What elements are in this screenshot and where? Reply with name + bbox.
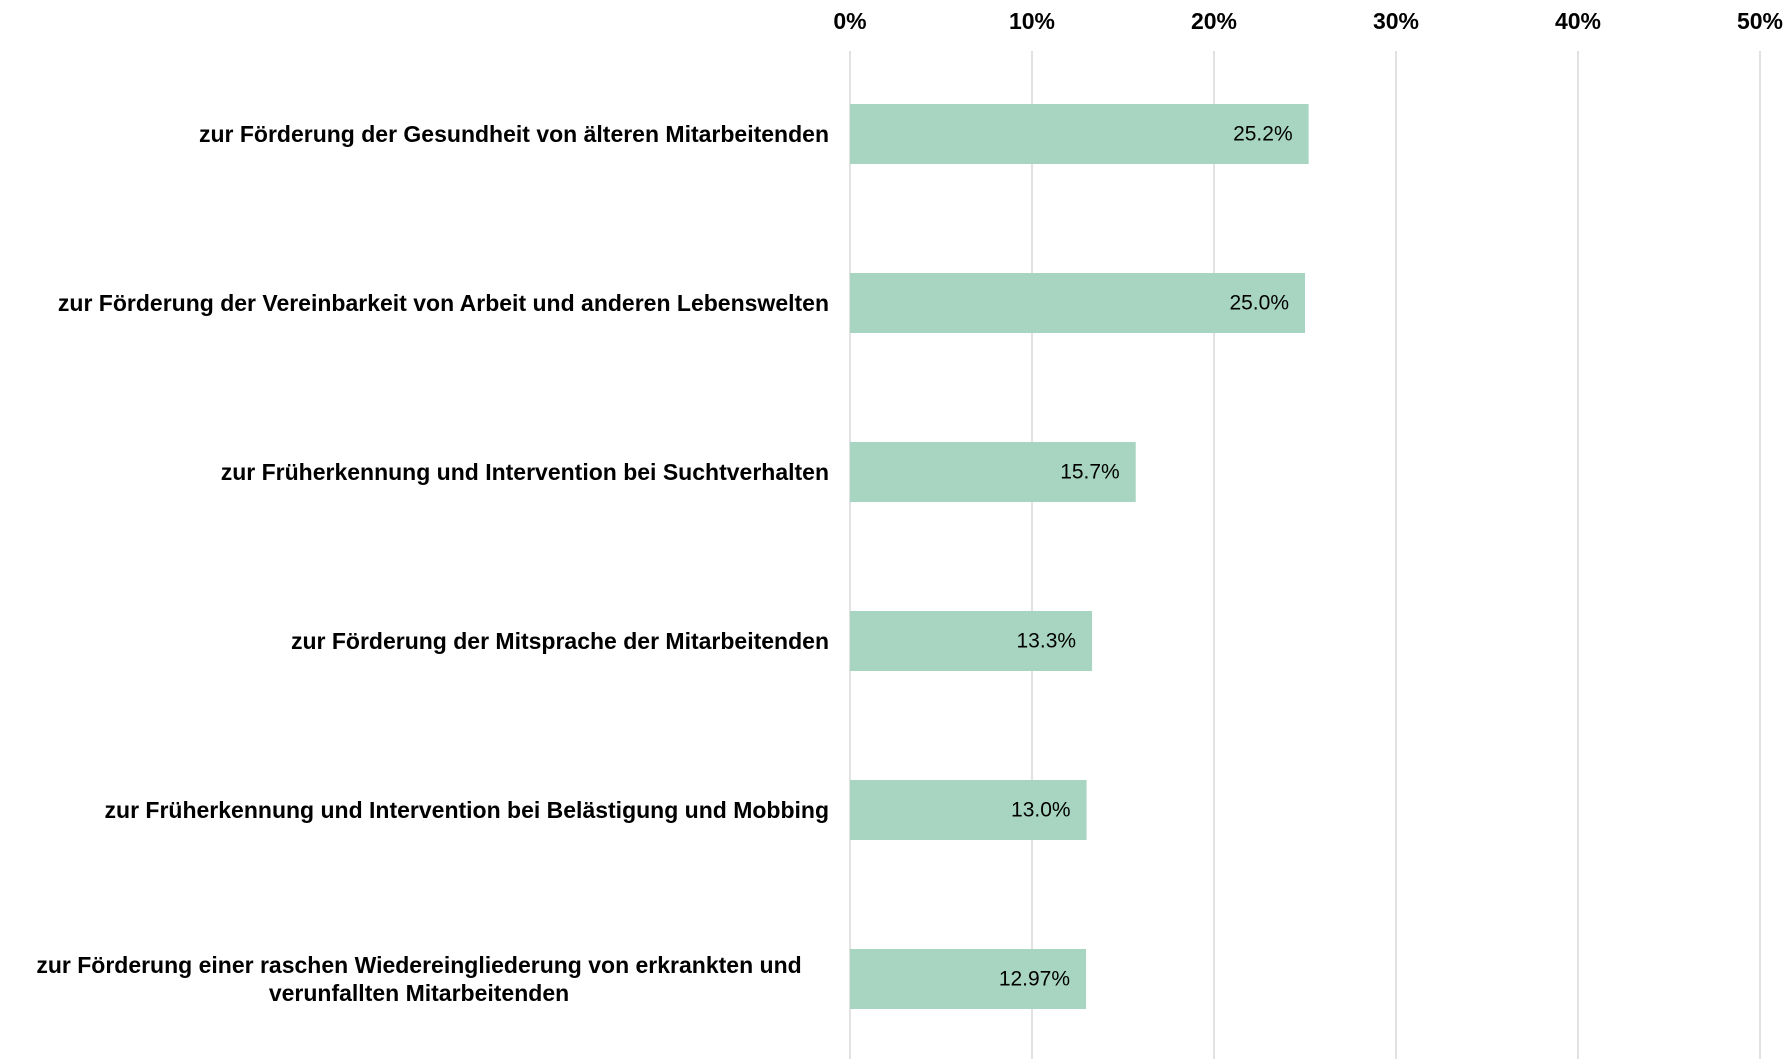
category-text: zur Früherkennung und Intervention bei B… <box>104 797 829 823</box>
value-label: 12.97% <box>999 968 1070 991</box>
category-text: zur Förderung der Vereinbarkeit von Arbe… <box>57 290 829 316</box>
category-label: zur Früherkennung und Intervention bei S… <box>9 432 829 512</box>
bar <box>850 104 1309 164</box>
category-text: zur Früherkennung und Intervention bei S… <box>220 459 829 485</box>
category-label: zur Förderung der Gesundheit von älteren… <box>9 94 829 174</box>
x-tick-label: 30% <box>1373 8 1419 34</box>
bar <box>850 611 1093 671</box>
x-tick-label: 0% <box>833 8 866 34</box>
category-text: zur Förderung der Mitsprache der Mitarbe… <box>290 628 829 654</box>
value-label: 13.0% <box>1011 799 1071 822</box>
value-label: 13.3% <box>1017 630 1077 653</box>
x-tick-label: 10% <box>1009 8 1055 34</box>
x-tick-label: 40% <box>1555 8 1601 34</box>
category-text: zur Förderung einer raschen Wiedereingli… <box>36 952 802 1006</box>
bar <box>850 442 1136 502</box>
x-tick-label: 50% <box>1737 8 1783 34</box>
bar <box>850 273 1305 333</box>
category-label: zur Früherkennung und Intervention bei B… <box>9 770 829 850</box>
value-label: 25.0% <box>1229 292 1289 315</box>
category-label: zur Förderung der Vereinbarkeit von Arbe… <box>9 263 829 343</box>
x-tick-label: 20% <box>1191 8 1237 34</box>
category-label: zur Förderung der Mitsprache der Mitarbe… <box>9 601 829 681</box>
value-label: 25.2% <box>1233 123 1293 146</box>
value-label: 15.7% <box>1060 461 1120 484</box>
bar <box>850 780 1087 840</box>
category-label: zur Förderung einer raschen Wiedereingli… <box>9 939 829 1019</box>
bar <box>850 949 1087 1009</box>
category-text: zur Förderung der Gesundheit von älteren… <box>198 121 829 147</box>
